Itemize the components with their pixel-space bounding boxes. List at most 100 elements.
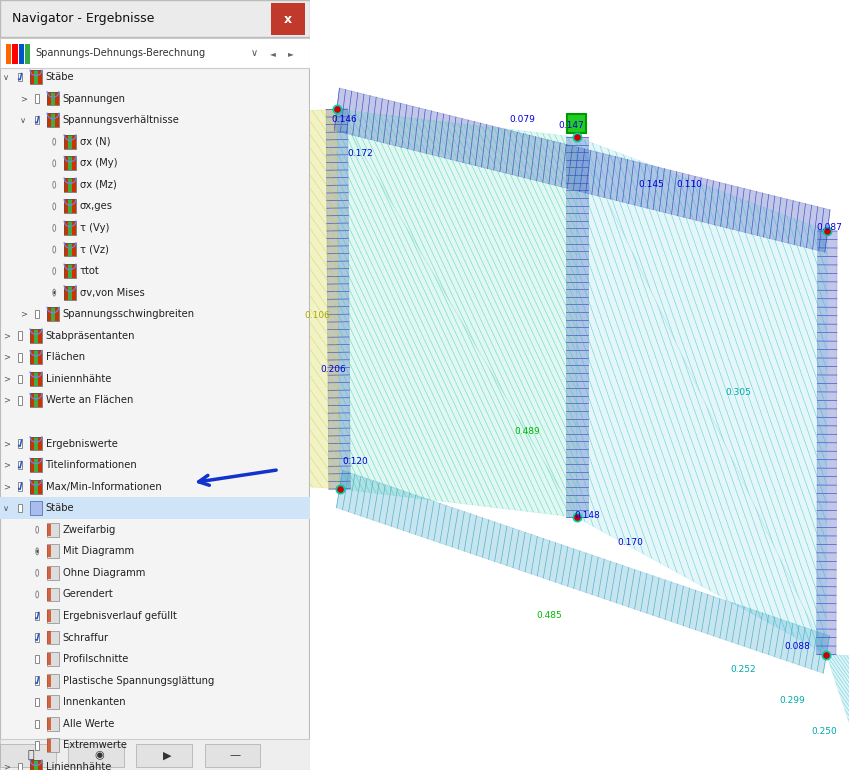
Bar: [68, 221, 72, 235]
Text: ◄: ◄: [270, 49, 276, 58]
Bar: [0, 744, 56, 767]
Bar: [65, 286, 76, 300]
Bar: [38, 760, 42, 770]
Bar: [65, 221, 76, 235]
Bar: [25, 44, 30, 64]
Bar: [72, 135, 76, 149]
Text: 0.170: 0.170: [617, 538, 643, 547]
Bar: [30, 70, 42, 84]
Bar: [38, 458, 42, 472]
Text: >: >: [3, 353, 9, 362]
Text: >: >: [3, 482, 9, 491]
Text: Stäbe: Stäbe: [46, 72, 74, 82]
Text: >: >: [3, 331, 9, 340]
Bar: [19, 762, 22, 770]
Text: σx (Mz): σx (Mz): [80, 180, 116, 189]
Text: τtot: τtot: [80, 266, 99, 276]
Bar: [65, 156, 76, 170]
Bar: [47, 652, 59, 666]
Text: Ohne Diagramm: Ohne Diagramm: [63, 568, 145, 578]
Bar: [68, 744, 124, 767]
Bar: [47, 631, 59, 644]
Bar: [72, 243, 76, 256]
Text: >: >: [20, 310, 26, 319]
Text: Zweifarbig: Zweifarbig: [63, 525, 116, 534]
Text: σx (N): σx (N): [80, 137, 110, 146]
Text: σv,von Mises: σv,von Mises: [80, 288, 144, 297]
Bar: [13, 44, 18, 64]
Text: Alle Werte: Alle Werte: [63, 719, 114, 728]
Text: Spannungsschwingbreiten: Spannungsschwingbreiten: [63, 310, 194, 319]
Text: —: —: [230, 751, 241, 760]
Bar: [19, 331, 22, 340]
Text: >: >: [3, 374, 9, 383]
Bar: [48, 739, 52, 752]
Text: Innenkanten: Innenkanten: [63, 698, 125, 707]
Bar: [36, 677, 39, 685]
Text: Spannungsverhältnisse: Spannungsverhältnisse: [63, 116, 179, 125]
Bar: [48, 696, 52, 708]
Bar: [47, 609, 59, 623]
Bar: [0, 497, 310, 519]
Bar: [30, 437, 42, 450]
Polygon shape: [326, 109, 351, 489]
Text: ◉: ◉: [94, 751, 104, 760]
Bar: [30, 329, 42, 343]
Bar: [30, 480, 42, 494]
Bar: [68, 286, 72, 300]
Text: ∨: ∨: [20, 116, 26, 125]
Circle shape: [53, 290, 56, 296]
Text: >: >: [3, 439, 9, 448]
Bar: [19, 44, 24, 64]
Bar: [19, 72, 22, 81]
Text: 0.120: 0.120: [342, 457, 368, 467]
Bar: [34, 329, 38, 343]
Bar: [47, 566, 59, 580]
Text: 0.087: 0.087: [817, 223, 842, 232]
Circle shape: [53, 181, 56, 188]
Text: Liniennhähte: Liniennhähte: [46, 762, 111, 770]
Text: >: >: [3, 762, 9, 770]
Text: Stabpräsentanten: Stabpräsentanten: [46, 331, 135, 340]
Bar: [65, 156, 68, 170]
Text: Spannungs-Dehnungs-Berechnung: Spannungs-Dehnungs-Berechnung: [36, 49, 205, 58]
Bar: [0, 0, 310, 37]
Bar: [72, 199, 76, 213]
Bar: [30, 437, 34, 450]
Text: 0.079: 0.079: [509, 115, 535, 124]
Bar: [30, 350, 42, 364]
Bar: [47, 738, 59, 752]
Polygon shape: [337, 109, 576, 517]
Bar: [47, 695, 59, 709]
Text: ∨: ∨: [3, 72, 9, 82]
Bar: [36, 612, 39, 621]
Circle shape: [36, 527, 38, 533]
Polygon shape: [817, 231, 837, 654]
Text: Titelinformationen: Titelinformationen: [46, 460, 138, 470]
Bar: [68, 156, 72, 170]
Bar: [30, 760, 34, 770]
Bar: [47, 717, 59, 731]
Bar: [72, 286, 76, 300]
Polygon shape: [283, 109, 340, 489]
Circle shape: [37, 550, 38, 553]
Text: Stäbe: Stäbe: [46, 504, 74, 513]
Bar: [48, 653, 52, 665]
Bar: [65, 178, 68, 192]
Text: 0.299: 0.299: [779, 696, 805, 705]
Text: σx,ges: σx,ges: [80, 202, 113, 211]
Polygon shape: [336, 470, 829, 673]
Text: Gerendert: Gerendert: [63, 590, 114, 599]
Text: 0.489: 0.489: [514, 427, 541, 436]
Polygon shape: [335, 88, 830, 253]
Bar: [51, 92, 55, 105]
Text: 0.250: 0.250: [812, 727, 837, 736]
Bar: [19, 439, 22, 448]
Bar: [55, 307, 59, 321]
Text: Mit Diagramm: Mit Diagramm: [63, 547, 134, 556]
Bar: [47, 674, 59, 688]
Bar: [19, 482, 22, 491]
Circle shape: [53, 224, 56, 232]
Polygon shape: [566, 137, 588, 517]
Bar: [30, 458, 42, 472]
